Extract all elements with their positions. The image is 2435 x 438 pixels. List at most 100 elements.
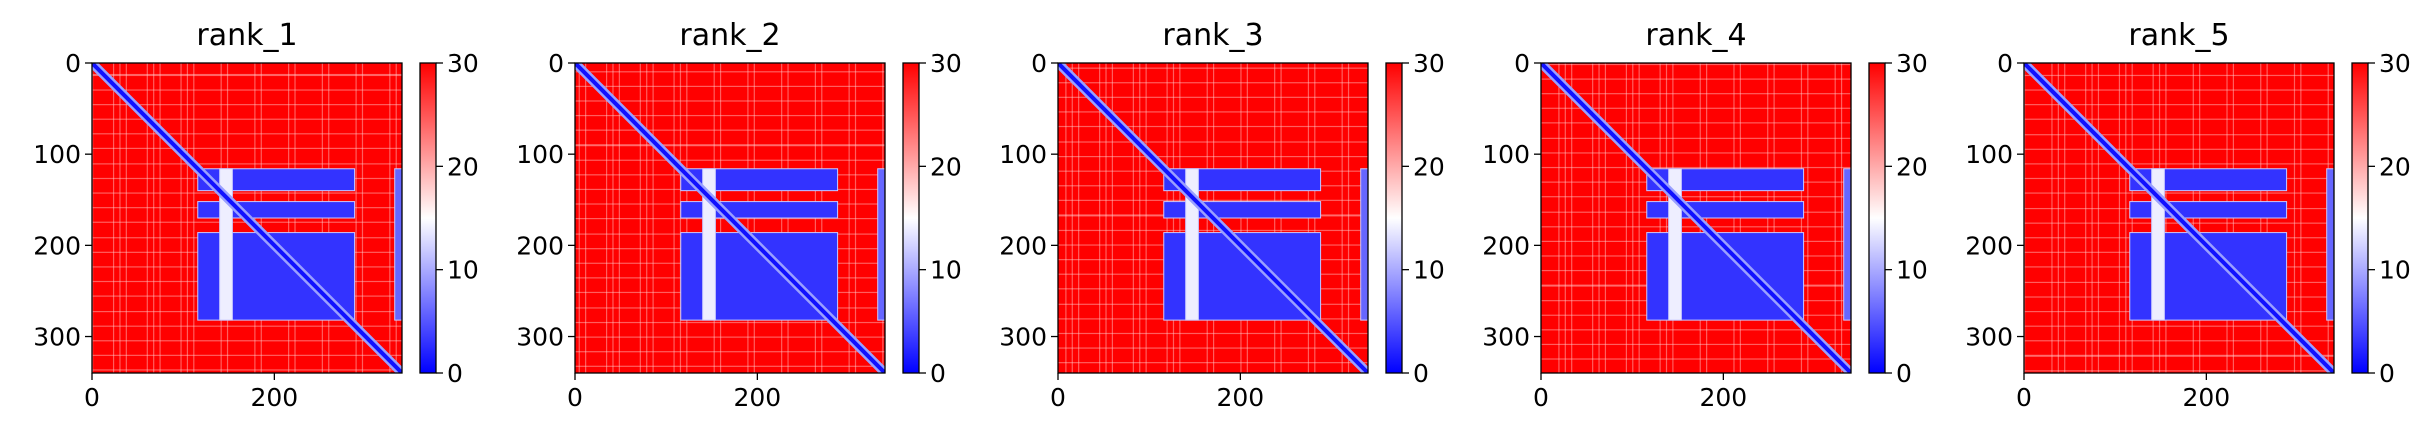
heatmap-streak bbox=[646, 63, 648, 373]
heatmap-streak bbox=[92, 147, 402, 149]
heatmap-streak bbox=[2024, 325, 2334, 327]
colorbar-tick-label: 30 bbox=[930, 49, 962, 78]
heatmap-streak bbox=[2097, 63, 2100, 373]
chart-title: rank_3 bbox=[1162, 18, 1263, 53]
heatmap-streak bbox=[1111, 63, 1113, 373]
heatmap-streak bbox=[1058, 347, 1368, 349]
heatmap-block bbox=[2129, 168, 2288, 192]
heatmap-streak bbox=[1132, 63, 1134, 373]
heatmap-streak bbox=[92, 369, 402, 371]
heatmap-streak bbox=[1347, 63, 1350, 373]
panel-rank_4: rank_4 0 200 0 100 200 300 0 10 20 30 bbox=[1482, 18, 1928, 412]
heatmap-streak bbox=[361, 63, 364, 373]
heatmap-streak bbox=[1541, 93, 1851, 95]
x-tick-label: 200 bbox=[1699, 383, 1747, 412]
y-tick-label: 0 bbox=[1031, 49, 1047, 78]
heatmap-streak bbox=[575, 321, 885, 324]
heatmap-streak bbox=[92, 74, 402, 77]
heatmap-streak bbox=[1099, 63, 1101, 373]
heatmap-block bbox=[1646, 168, 1805, 192]
colorbar-tick-label: 20 bbox=[1896, 152, 1928, 181]
heatmap-streak bbox=[1541, 329, 1851, 331]
heatmap-streak bbox=[1541, 78, 1851, 80]
heatmap-block bbox=[680, 168, 839, 192]
heatmap-streak bbox=[854, 63, 857, 373]
colorbar bbox=[420, 63, 436, 373]
heatmap-block bbox=[877, 168, 885, 321]
heatmap-streak bbox=[1058, 96, 1368, 98]
diagonal-band bbox=[575, 63, 885, 373]
colorbar-tick-label: 10 bbox=[1896, 256, 1928, 285]
colorbar-tick-label: 30 bbox=[447, 49, 479, 78]
heatmap-streak bbox=[193, 63, 195, 373]
heatmap-streak bbox=[159, 63, 161, 373]
colorbar-tick-label: 10 bbox=[2379, 256, 2411, 285]
heatmap-streak bbox=[2091, 63, 2093, 373]
y-tick-label: 200 bbox=[999, 231, 1047, 260]
y-tick-label: 300 bbox=[999, 323, 1047, 352]
y-tick-label: 300 bbox=[516, 323, 564, 352]
heatmap-streak bbox=[1541, 137, 1851, 139]
colorbar-tick-label: 30 bbox=[1896, 49, 1928, 78]
colorbar-tick-label: 30 bbox=[2379, 49, 2411, 78]
chart-title: rank_1 bbox=[196, 18, 297, 53]
heatmap-streak bbox=[1564, 63, 1566, 373]
heatmap-streak bbox=[119, 63, 121, 373]
heatmap-streak bbox=[1105, 63, 1107, 373]
colorbar-frame bbox=[1385, 62, 1403, 374]
heatmap-streak bbox=[2064, 63, 2066, 373]
heatmap-streak bbox=[1625, 63, 1627, 373]
x-tick-label: 0 bbox=[2016, 383, 2032, 412]
heatmap-streak bbox=[1632, 63, 1634, 373]
y-tick-label: 300 bbox=[33, 323, 81, 352]
colorbar-frame bbox=[419, 62, 437, 374]
heatmap-streak bbox=[1541, 166, 1851, 169]
heatmap-streak bbox=[389, 63, 391, 373]
chart-title: rank_4 bbox=[1645, 18, 1746, 53]
colorbar-frame bbox=[2351, 62, 2369, 374]
heatmap-streak bbox=[1065, 63, 1067, 373]
heatmap-streak bbox=[575, 71, 885, 73]
heatmap-streak bbox=[2024, 355, 2334, 357]
heatmap-streak bbox=[2024, 370, 2334, 372]
heatmap-streak bbox=[575, 159, 885, 161]
y-tick-label: 300 bbox=[1482, 323, 1530, 352]
heatmap-block bbox=[1185, 168, 1199, 321]
heatmap-block bbox=[2326, 168, 2334, 321]
heatmap-streak bbox=[2024, 118, 2334, 120]
y-tick-label: 200 bbox=[1482, 231, 1530, 260]
heatmap-streak bbox=[92, 104, 402, 106]
plot-frame bbox=[1057, 62, 1369, 374]
y-tick-label: 300 bbox=[1965, 323, 2013, 352]
heatmap-streak bbox=[1058, 332, 1368, 335]
heatmap-streak bbox=[575, 336, 885, 338]
heatmap-streak bbox=[2024, 104, 2334, 106]
heatmap-streak bbox=[186, 63, 189, 373]
heatmap-streak bbox=[1139, 63, 1141, 373]
heatmap-streak bbox=[92, 118, 402, 120]
heatmap-streak bbox=[1541, 343, 1851, 346]
y-tick-label: 200 bbox=[516, 231, 564, 260]
diagonal-band bbox=[1541, 63, 1851, 373]
heatmap-streak bbox=[2024, 354, 2334, 356]
colorbar bbox=[903, 63, 919, 373]
x-tick-label: 200 bbox=[733, 383, 781, 412]
heatmap-streak bbox=[575, 85, 885, 87]
panel-rank_5: rank_5 0 200 0 100 200 300 0 10 20 30 bbox=[1965, 18, 2411, 412]
heatmap-block bbox=[1163, 168, 1322, 192]
colorbar-tick-label: 20 bbox=[1413, 152, 1445, 181]
heatmap-streak bbox=[92, 89, 402, 91]
heatmap-streak bbox=[1058, 125, 1368, 128]
heatmap-streak bbox=[112, 63, 115, 373]
heatmap-streak bbox=[1341, 63, 1343, 373]
heatmap-streak bbox=[575, 351, 885, 353]
heatmap-streak bbox=[1058, 67, 1368, 69]
heatmap-streak bbox=[2024, 340, 2334, 342]
heatmap-streak bbox=[1058, 82, 1368, 84]
x-tick-label: 0 bbox=[1533, 383, 1549, 412]
heatmap-streak bbox=[1598, 63, 1600, 373]
heatmap-block bbox=[197, 168, 356, 192]
heatmap-streak bbox=[1078, 63, 1080, 373]
heatmap-streak bbox=[1541, 358, 1851, 360]
heatmap-streak bbox=[575, 144, 885, 146]
